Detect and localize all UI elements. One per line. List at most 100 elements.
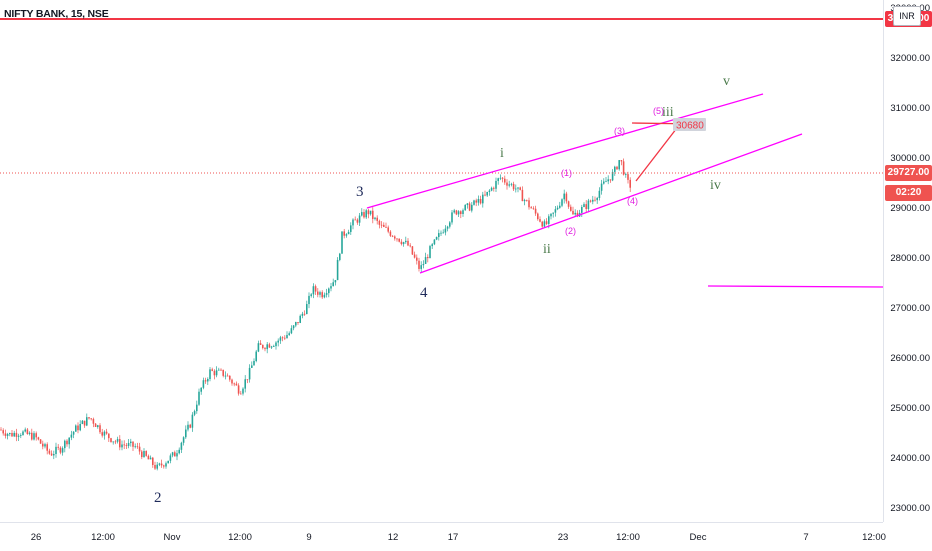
time-axis-label: 12:00 [616, 532, 640, 543]
candle [22, 431, 24, 436]
candle [325, 293, 328, 295]
price-axis-label: 28000.00 [890, 253, 930, 264]
candle [61, 448, 64, 453]
candle [343, 231, 345, 236]
candle [123, 444, 125, 446]
candle [627, 174, 629, 180]
candle [600, 183, 603, 191]
candle [37, 437, 40, 440]
candle [603, 181, 605, 184]
candle [275, 342, 277, 347]
candle [108, 433, 110, 439]
candle [479, 198, 482, 204]
candle [605, 181, 607, 183]
projection-line[interactable] [635, 123, 681, 182]
candle [154, 464, 156, 469]
candle [556, 207, 559, 210]
candle [484, 194, 486, 196]
candle [466, 203, 469, 205]
candle [369, 210, 372, 215]
candle [218, 369, 220, 371]
candle [284, 337, 286, 339]
candle [464, 204, 466, 211]
candle [323, 294, 326, 298]
candle [94, 423, 97, 428]
price-axis-label: 31000.00 [890, 103, 930, 114]
candle [86, 417, 88, 426]
candle [114, 441, 117, 443]
candle [473, 200, 475, 205]
candle [611, 171, 614, 181]
wave-label-v: v [723, 74, 730, 89]
candle [532, 208, 535, 210]
candle [279, 337, 282, 341]
candle [207, 379, 209, 382]
candle [539, 219, 541, 222]
time-axis-label: 26 [30, 532, 42, 543]
candle [262, 344, 264, 349]
candle [15, 432, 18, 437]
candle [66, 440, 68, 445]
candle [259, 343, 262, 345]
candle [57, 446, 59, 448]
candle [413, 254, 416, 258]
candle [418, 260, 420, 269]
candle [75, 425, 77, 432]
candle [495, 180, 497, 189]
channel-lower-line[interactable] [419, 133, 803, 274]
candle [189, 424, 191, 428]
candle [486, 191, 488, 196]
symbol-title[interactable]: NIFTY BANK, 15, NSE [4, 8, 109, 20]
time-axis[interactable]: 26 12:00 Nov 12:00 9 12 17 23 12:00 Dec … [0, 522, 886, 551]
candle [449, 222, 451, 227]
candle [374, 217, 376, 219]
candle [367, 210, 370, 215]
candle [211, 369, 213, 371]
wave-label-sub-3: (3) [614, 126, 625, 136]
candle [13, 432, 15, 437]
candle [400, 241, 403, 245]
wave-label-4: 4 [420, 285, 428, 301]
price-axis[interactable]: 33000.00 32000.00 31000.00 30000.00 2900… [883, 0, 932, 522]
candle [427, 257, 429, 259]
candle [328, 288, 330, 294]
candle [517, 187, 519, 189]
candle [552, 212, 554, 214]
candle [607, 179, 609, 182]
candle [116, 439, 119, 442]
candle [2, 430, 4, 434]
candle [490, 187, 493, 191]
candle [242, 388, 244, 394]
candle [229, 375, 231, 380]
wave-label-ii: ii [543, 242, 551, 257]
candle [42, 443, 44, 447]
channel-upper-line[interactable] [366, 93, 764, 209]
candle [198, 391, 200, 405]
wave-label-i: i [500, 146, 504, 161]
lower-level-line[interactable] [707, 285, 883, 288]
candle [88, 417, 90, 419]
candle [103, 431, 106, 436]
candle [268, 344, 271, 348]
candle [380, 224, 383, 226]
candle [180, 442, 183, 450]
candle [570, 206, 572, 211]
candle [545, 221, 548, 224]
candle [336, 259, 339, 281]
candle [444, 228, 447, 233]
price-chart[interactable]: 30680 2 3 4 i ii iii iv v (1) (2) (3) (4… [0, 0, 883, 522]
candle [420, 265, 422, 269]
candle [365, 210, 367, 218]
candle [185, 429, 187, 438]
currency-button[interactable]: INR [893, 6, 921, 26]
candle [127, 443, 130, 446]
candle [576, 212, 579, 217]
candle [81, 420, 84, 425]
candle [383, 224, 385, 227]
candle [314, 286, 317, 292]
candle [537, 213, 539, 220]
candle [174, 452, 176, 457]
chart-pane[interactable]: 30680 2 3 4 i ii iii iv v (1) (2) (3) (4… [0, 0, 883, 522]
candle [35, 433, 37, 438]
candle [64, 440, 66, 449]
